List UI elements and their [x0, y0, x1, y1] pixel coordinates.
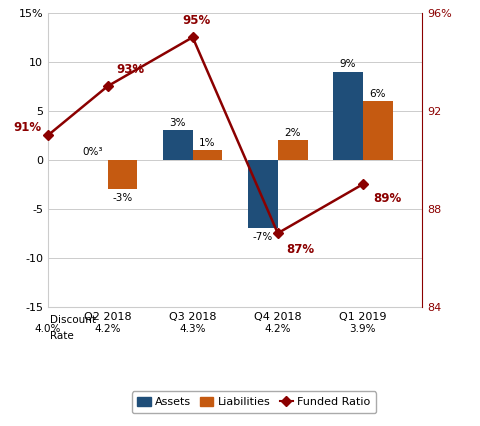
Text: 91%: 91%: [13, 121, 41, 135]
Text: 87%: 87%: [286, 243, 314, 256]
Text: Discount: Discount: [50, 314, 96, 325]
Text: 89%: 89%: [373, 192, 401, 204]
Text: 4.2%: 4.2%: [264, 324, 291, 334]
Text: 6%: 6%: [370, 89, 386, 98]
Text: 95%: 95%: [183, 14, 211, 28]
Text: 9%: 9%: [340, 59, 356, 69]
Bar: [363, 101, 393, 160]
Text: 1%: 1%: [199, 138, 216, 147]
Text: -7%: -7%: [253, 232, 273, 242]
Text: 93%: 93%: [116, 63, 144, 76]
Text: 2%: 2%: [284, 128, 301, 138]
Bar: [248, 160, 278, 228]
Bar: [192, 150, 222, 160]
Text: 4.3%: 4.3%: [180, 324, 206, 334]
Text: 4.2%: 4.2%: [94, 324, 121, 334]
Text: Rate: Rate: [50, 331, 73, 341]
Text: 4.0%: 4.0%: [35, 324, 61, 334]
Text: -3%: -3%: [112, 193, 132, 203]
Text: 3.9%: 3.9%: [349, 324, 376, 334]
Bar: [333, 72, 363, 160]
Bar: [163, 130, 192, 160]
Legend: Assets, Liabilities, Funded Ratio: Assets, Liabilities, Funded Ratio: [132, 391, 376, 413]
Bar: [278, 140, 308, 160]
Bar: [108, 160, 137, 189]
Text: 0%³: 0%³: [83, 147, 103, 157]
Text: 3%: 3%: [169, 118, 186, 128]
